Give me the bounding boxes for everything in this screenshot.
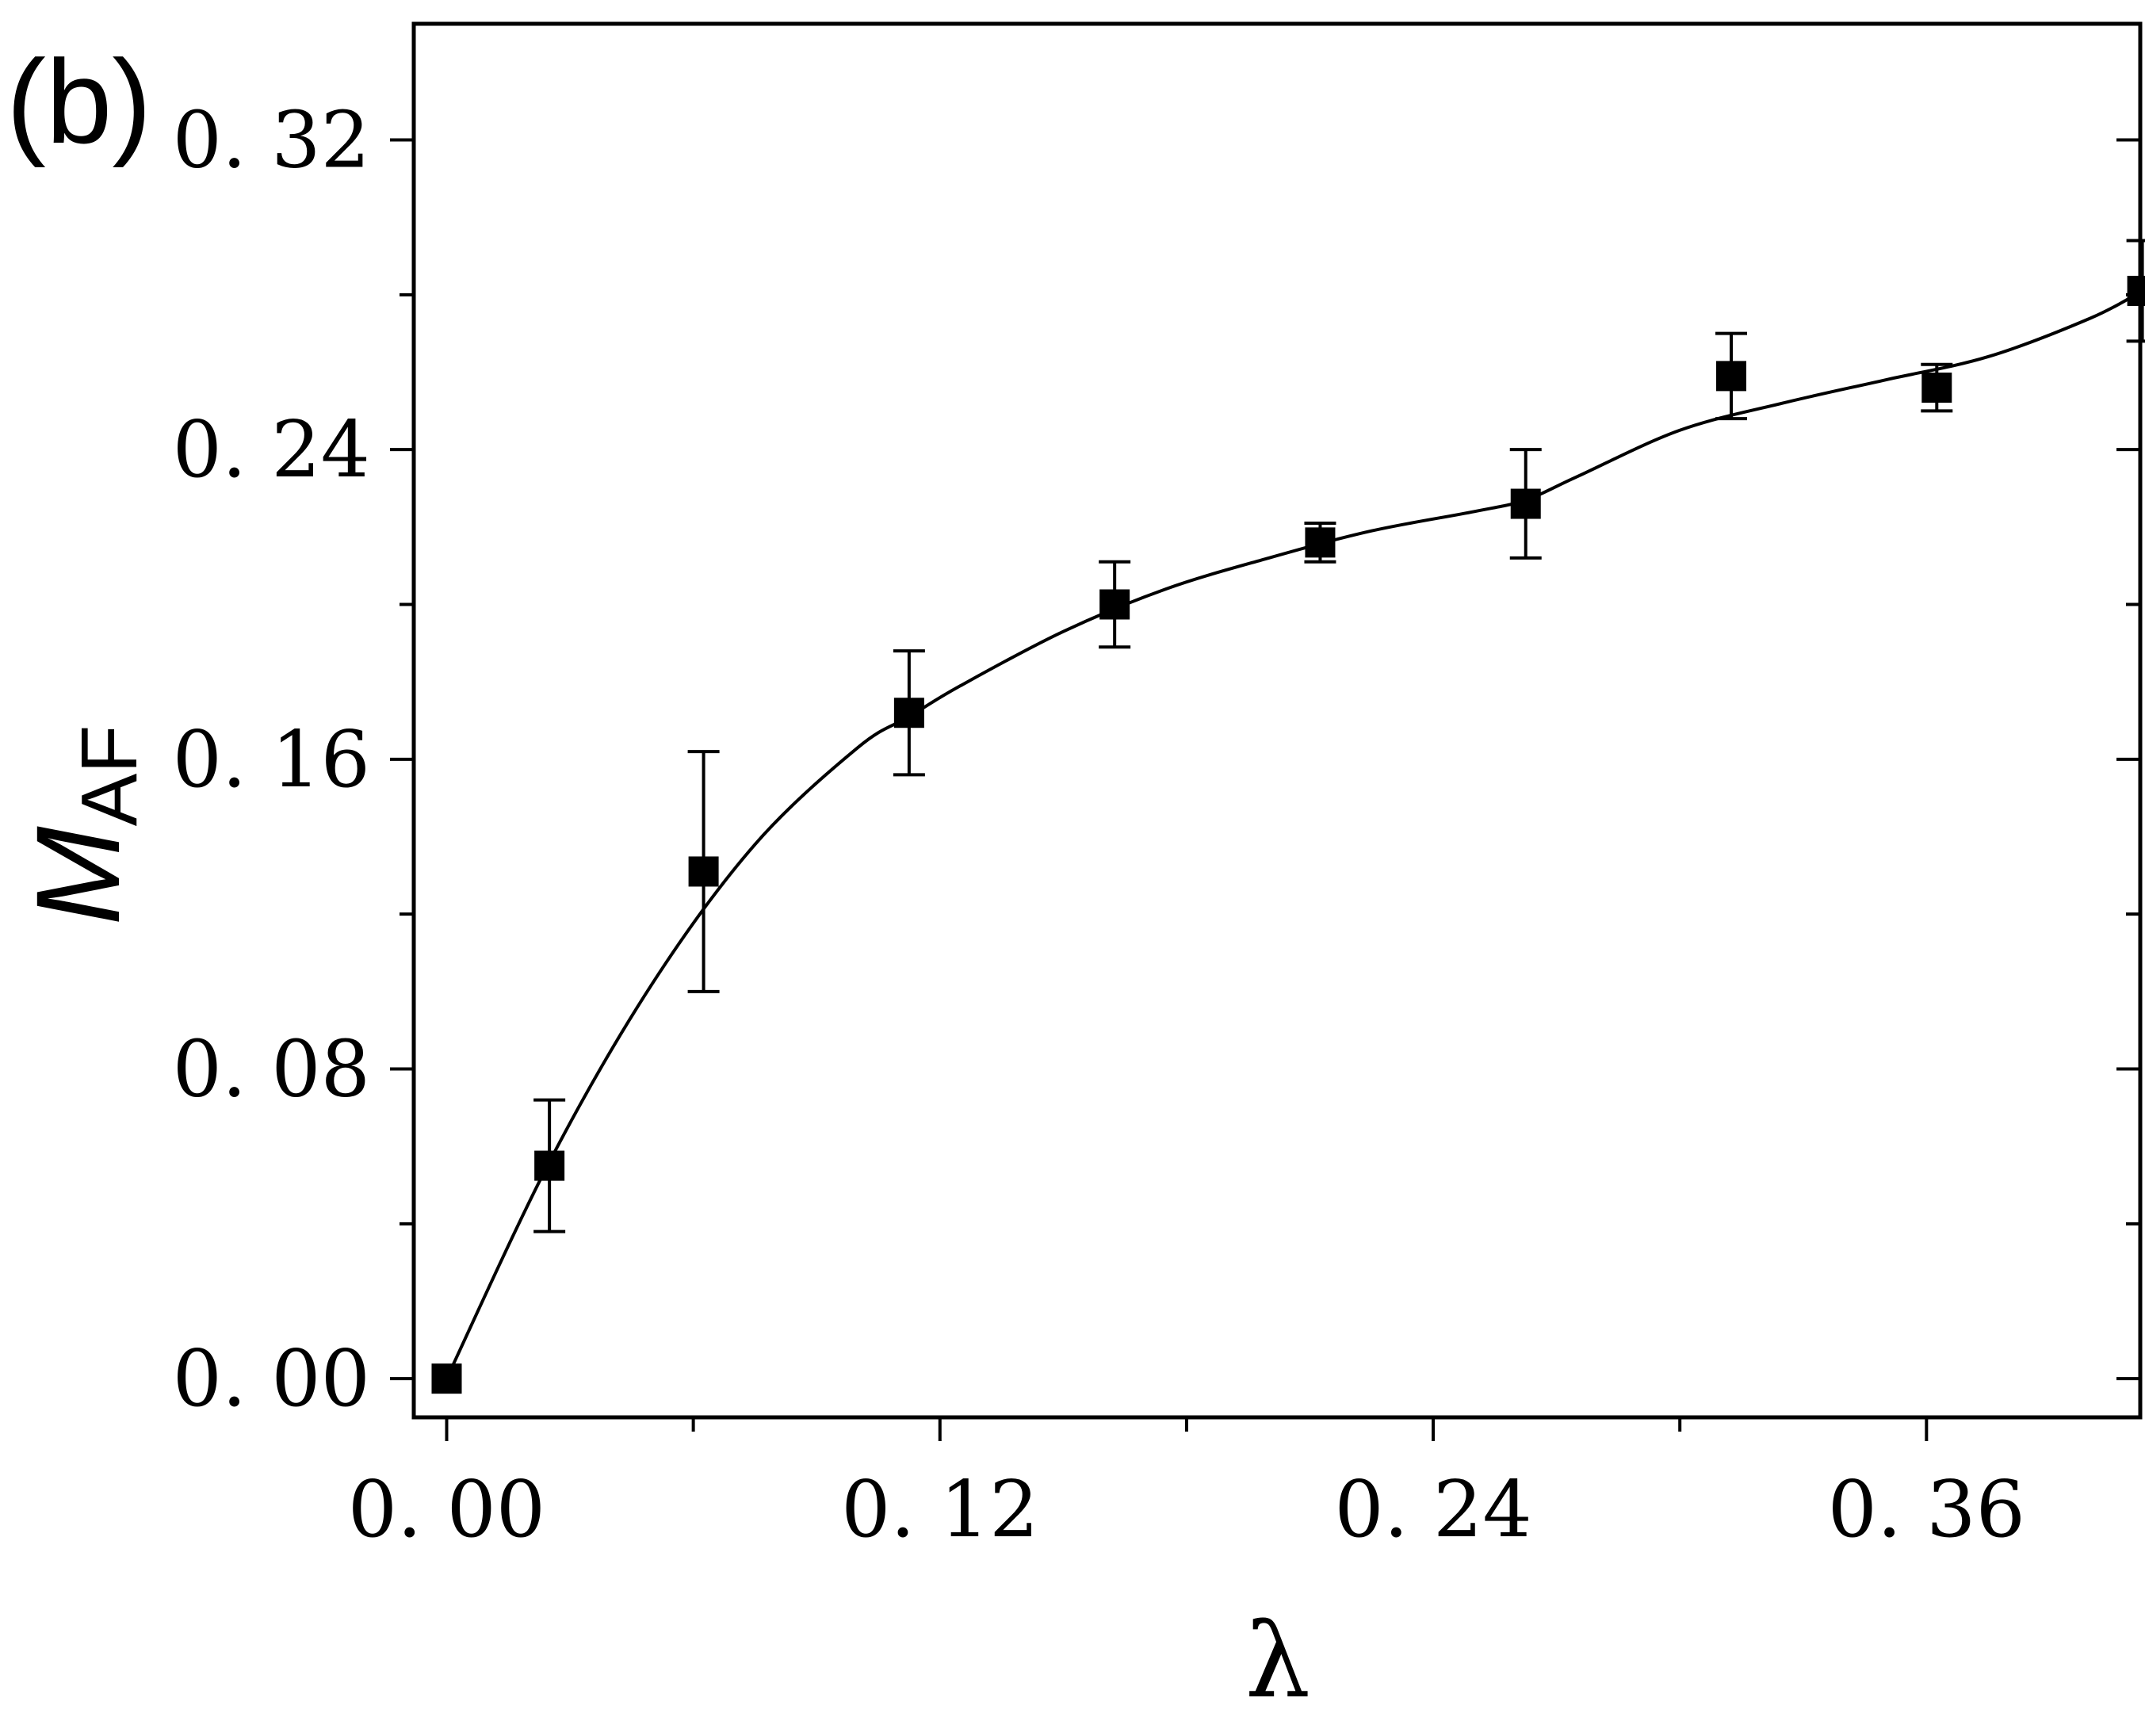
plot-border — [411, 21, 2143, 1420]
y-axis-label: MAF — [11, 725, 154, 926]
y-tick-label: 0. 00 — [173, 1334, 370, 1424]
axis-ticks — [390, 138, 2140, 1441]
plot-frame — [411, 21, 2143, 1420]
tick-labels: 0. 00 0. 12 0. 24 0. 36 0. 00 0. 08 0. 16 0. 24… — [173, 96, 2025, 1556]
x-tick-label: 0. 36 — [1828, 1465, 2025, 1555]
data-point — [431, 1363, 462, 1394]
fit-curve-layer — [445, 289, 2143, 1380]
data-point — [2127, 275, 2145, 306]
data-point — [534, 1150, 565, 1181]
y-tick-label: 0. 32 — [173, 96, 370, 186]
fit-curve — [445, 289, 2143, 1380]
y-axis-label-subscript: AF — [65, 725, 154, 827]
y-axis-label-main: M — [11, 826, 144, 925]
x-axis-label: λ — [1245, 1600, 1310, 1721]
y-tick-label: 0. 24 — [173, 405, 370, 495]
data-point — [1510, 488, 1541, 519]
y-tick-label: 0. 08 — [173, 1025, 370, 1115]
y-tick-label: 0. 16 — [173, 715, 370, 805]
data-point — [1099, 589, 1130, 620]
x-tick-label: 0. 24 — [1334, 1465, 1531, 1555]
data-markers — [431, 275, 2145, 1394]
error-bars — [533, 239, 2145, 1233]
data-point — [893, 698, 924, 728]
data-point — [1305, 527, 1336, 558]
panel-label: (b) — [6, 35, 151, 168]
data-point — [1921, 373, 1952, 403]
data-point — [688, 856, 719, 887]
x-tick-label: 0. 00 — [348, 1465, 545, 1555]
x-tick-label: 0. 12 — [841, 1465, 1038, 1555]
data-point — [1716, 361, 1747, 392]
